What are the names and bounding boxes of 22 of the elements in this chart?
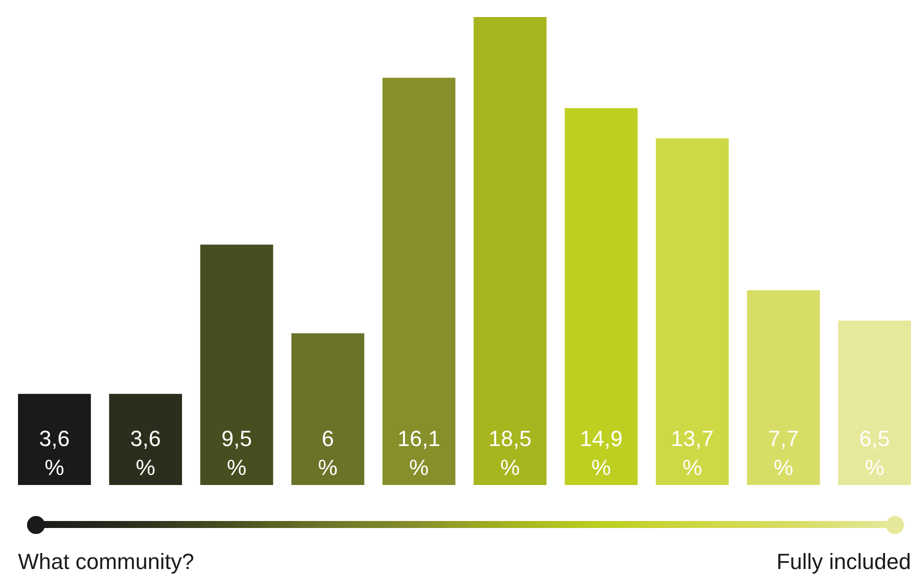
bar: [291, 333, 364, 485]
bar: [18, 394, 91, 485]
bar: [109, 394, 182, 485]
bar: [838, 320, 911, 485]
data-label: 13,7 %: [670, 426, 714, 480]
text: What community?: [18, 549, 194, 575]
data-label: 3,6 %: [130, 426, 161, 480]
bar: [656, 138, 729, 485]
data-label: 9,5 %: [221, 426, 252, 480]
data-label: 14,9 %: [580, 426, 623, 480]
bar: [200, 244, 274, 485]
data-label: 7,7 %: [768, 426, 799, 480]
data-label: 6 %: [318, 426, 338, 480]
bar: [746, 290, 820, 485]
data-label: 18,5 %: [488, 426, 532, 480]
data-label: 6,5 %: [859, 426, 890, 480]
text: Fully included: [776, 549, 911, 575]
data-label: 16,1 %: [398, 426, 440, 480]
data-label: 3,6 %: [39, 426, 70, 480]
bar: [564, 108, 638, 485]
bar: [382, 78, 456, 485]
bar: [474, 17, 547, 485]
